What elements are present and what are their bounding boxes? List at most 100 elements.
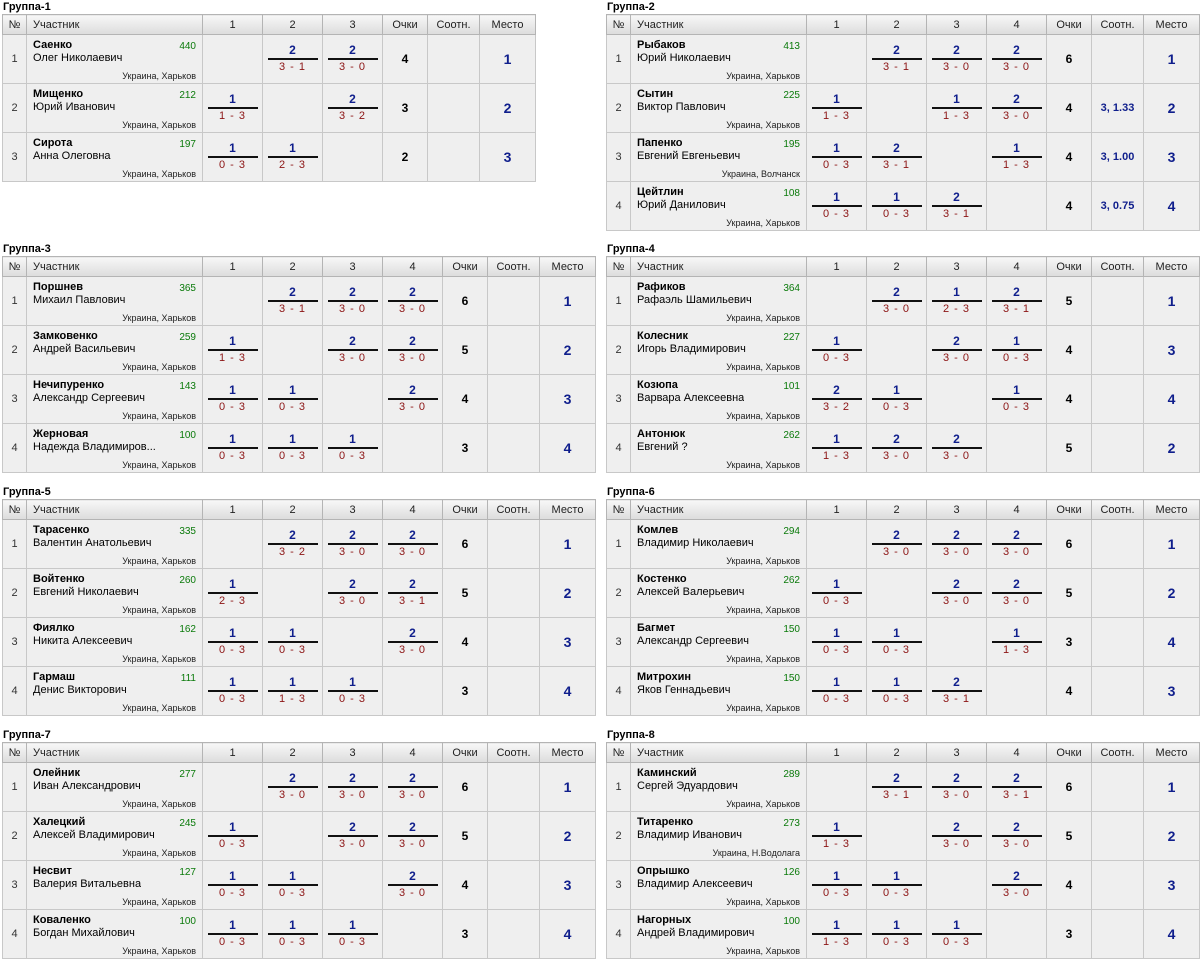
col-place-header[interactable]: Место [539, 499, 596, 520]
table-row[interactable]: 1 Олейник 277 Иван Александрович Украина, Ха… [2, 762, 596, 812]
participant-last-name[interactable]: Несвит [33, 865, 72, 877]
col-opponent-header[interactable]: 4 [986, 14, 1047, 35]
table-row[interactable]: 4 Гармаш 111 Денис Викторович Украина, Харьк… [2, 666, 596, 716]
participant-cell[interactable]: Козюпа 101 Варвара Алексеевна Украина, Харь… [630, 374, 807, 424]
participant-last-name[interactable]: Жерновая [33, 428, 89, 440]
col-opponent-header[interactable]: 3 [322, 742, 383, 763]
col-participant-header[interactable]: Участник [630, 499, 807, 520]
participant-cell[interactable]: Замковенко 259 Андрей Васильевич Украина, Х… [26, 325, 203, 375]
col-opponent-header[interactable]: 2 [262, 256, 323, 277]
participant-cell[interactable]: Гармаш 111 Денис Викторович Украина, Харько… [26, 666, 203, 716]
participant-last-name[interactable]: Комлев [637, 524, 679, 536]
col-points-header[interactable]: Очки [1046, 256, 1092, 277]
participant-cell[interactable]: Антонюк 262 Евгений ? Украина, Харьков [630, 423, 807, 473]
table-row[interactable]: 3 Несвит 127 Валерия Витальевна Украина, Хар… [2, 860, 596, 910]
col-sootn-header[interactable]: Соотн. [487, 499, 540, 520]
participant-last-name[interactable]: Нагорных [637, 914, 692, 926]
col-opponent-header[interactable]: 3 [926, 499, 987, 520]
col-opponent-header[interactable]: 4 [986, 742, 1047, 763]
participant-cell[interactable]: Опрышко 126 Владимир Алексеевич Украина, Ха… [630, 860, 807, 910]
table-row[interactable]: 3 Багмет 150 Александр Сергеевич Украина, Ха… [606, 617, 1200, 667]
col-num-header[interactable]: № [606, 14, 631, 35]
table-row[interactable]: 4 Цейтлин 108 Юрий Данилович Украина, Харько… [606, 181, 1200, 231]
participant-last-name[interactable]: Тарасенко [33, 524, 90, 536]
col-points-header[interactable]: Очки [382, 14, 428, 35]
participant-last-name[interactable]: Сирота [33, 137, 73, 149]
col-opponent-header[interactable]: 2 [866, 14, 927, 35]
col-opponent-header[interactable]: 2 [262, 742, 323, 763]
participant-cell[interactable]: Багмет 150 Александр Сергеевич Украина, Хар… [630, 617, 807, 667]
participant-cell[interactable]: Фиялко 162 Никита Алексеевич Украина, Харьк… [26, 617, 203, 667]
participant-cell[interactable]: Митрохин 150 Яков Геннадьевич Украина, Харь… [630, 666, 807, 716]
participant-cell[interactable]: Титаренко 273 Владимир Иванович Украина, Н.… [630, 811, 807, 861]
participant-last-name[interactable]: Гармаш [33, 671, 76, 683]
participant-last-name[interactable]: Титаренко [637, 816, 694, 828]
table-row[interactable]: 1 Поршнев 365 Михаил Павлович Украина, Харьк… [2, 276, 596, 326]
participant-cell[interactable]: Сирота 197 Анна Олеговна Украина, Харьков [26, 132, 203, 182]
participant-last-name[interactable]: Папенко [637, 137, 683, 149]
col-points-header[interactable]: Очки [442, 499, 488, 520]
col-sootn-header[interactable]: Соотн. [1091, 499, 1144, 520]
participant-last-name[interactable]: Сытин [637, 88, 674, 100]
table-row[interactable]: 4 Жерновая 100 Надежда Владимиров... Украина… [2, 423, 596, 473]
table-row[interactable]: 1 Рыбаков 413 Юрий Николаевич Украина, Харьк… [606, 34, 1200, 84]
col-opponent-header[interactable]: 3 [322, 499, 383, 520]
participant-last-name[interactable]: Войтенко [33, 573, 85, 585]
table-row[interactable]: 4 Антонюк 262 Евгений ? Украина, Харьков 1 1 -… [606, 423, 1200, 473]
participant-last-name[interactable]: Нечипуренко [33, 379, 105, 391]
participant-cell[interactable]: Поршнев 365 Михаил Павлович Украина, Харько… [26, 276, 203, 326]
table-row[interactable]: 2 Сытин 225 Виктор Павлович Украина, Харьков… [606, 83, 1200, 133]
table-row[interactable]: 2 Войтенко 260 Евгений Николаевич Украина, Х… [2, 568, 596, 618]
table-row[interactable]: 4 Коваленко 100 Богдан Михайлович Украина, Х… [2, 909, 596, 959]
table-row[interactable]: 1 Каминский 289 Сергей Эдуардович Украина, Х… [606, 762, 1200, 812]
table-row[interactable]: 3 Козюпа 101 Варвара Алексеевна Украина, Хар… [606, 374, 1200, 424]
col-opponent-header[interactable]: 2 [866, 742, 927, 763]
participant-cell[interactable]: Рыбаков 413 Юрий Николаевич Украина, Харько… [630, 34, 807, 84]
table-row[interactable]: 3 Опрышко 126 Владимир Алексеевич Украина, Х… [606, 860, 1200, 910]
col-opponent-header[interactable]: 1 [806, 742, 867, 763]
participant-cell[interactable]: Сытин 225 Виктор Павлович Украина, Харьков [630, 83, 807, 133]
col-opponent-header[interactable]: 2 [262, 14, 323, 35]
col-participant-header[interactable]: Участник [26, 256, 203, 277]
participant-last-name[interactable]: Мищенко [33, 88, 84, 100]
participant-last-name[interactable]: Коваленко [33, 914, 91, 926]
col-place-header[interactable]: Место [539, 256, 596, 277]
participant-last-name[interactable]: Замковенко [33, 330, 98, 342]
col-num-header[interactable]: № [606, 742, 631, 763]
table-row[interactable]: 3 Сирота 197 Анна Олеговна Украина, Харьков 1… [2, 132, 536, 182]
col-points-header[interactable]: Очки [1046, 499, 1092, 520]
participant-cell[interactable]: Войтенко 260 Евгений Николаевич Украина, Ха… [26, 568, 203, 618]
table-row[interactable]: 2 Замковенко 259 Андрей Васильевич Украина, … [2, 325, 596, 375]
